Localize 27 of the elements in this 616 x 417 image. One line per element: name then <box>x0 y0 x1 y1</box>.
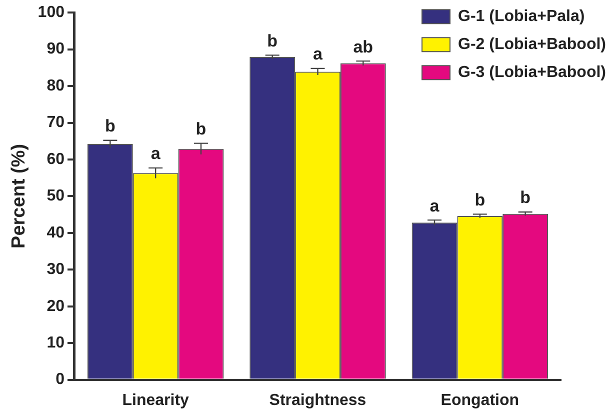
y-tick-label: 20 <box>46 298 65 315</box>
data-label: b <box>474 190 486 210</box>
y-tick-label: 30 <box>46 261 65 278</box>
data-label: b <box>196 120 206 139</box>
data-label: a <box>430 196 440 216</box>
data-label: a <box>313 44 324 64</box>
y-tick-label: 90 <box>46 40 65 58</box>
data-label: b <box>267 31 278 50</box>
legend-label: G-1 (Lobia+Pala) <box>458 8 585 26</box>
data-label: b <box>520 188 531 208</box>
legend-label: G-2 (Lobia+Babool) <box>458 36 606 54</box>
data-label: ab <box>353 37 374 56</box>
x-tick-label: Eongation <box>440 392 520 409</box>
y-axis-title: Percent (%) <box>8 144 30 248</box>
y-tick-label: 100 <box>38 4 65 22</box>
y-tick-label: 10 <box>46 334 65 352</box>
legend-label: G-3 (Lobia+Babool) <box>458 64 606 82</box>
x-tick-label: Straightness <box>269 392 366 409</box>
y-tick-label: 80 <box>46 77 65 94</box>
y-tick-label: 0 <box>56 371 65 388</box>
y-tick-label: 60 <box>46 150 65 168</box>
y-tick-label: 40 <box>46 224 65 242</box>
y-tick-label: 70 <box>46 114 65 132</box>
y-tick-label: 50 <box>46 188 65 205</box>
data-label: a <box>150 144 161 164</box>
x-tick-label: Linearity <box>122 392 190 409</box>
data-label: b <box>104 116 116 136</box>
